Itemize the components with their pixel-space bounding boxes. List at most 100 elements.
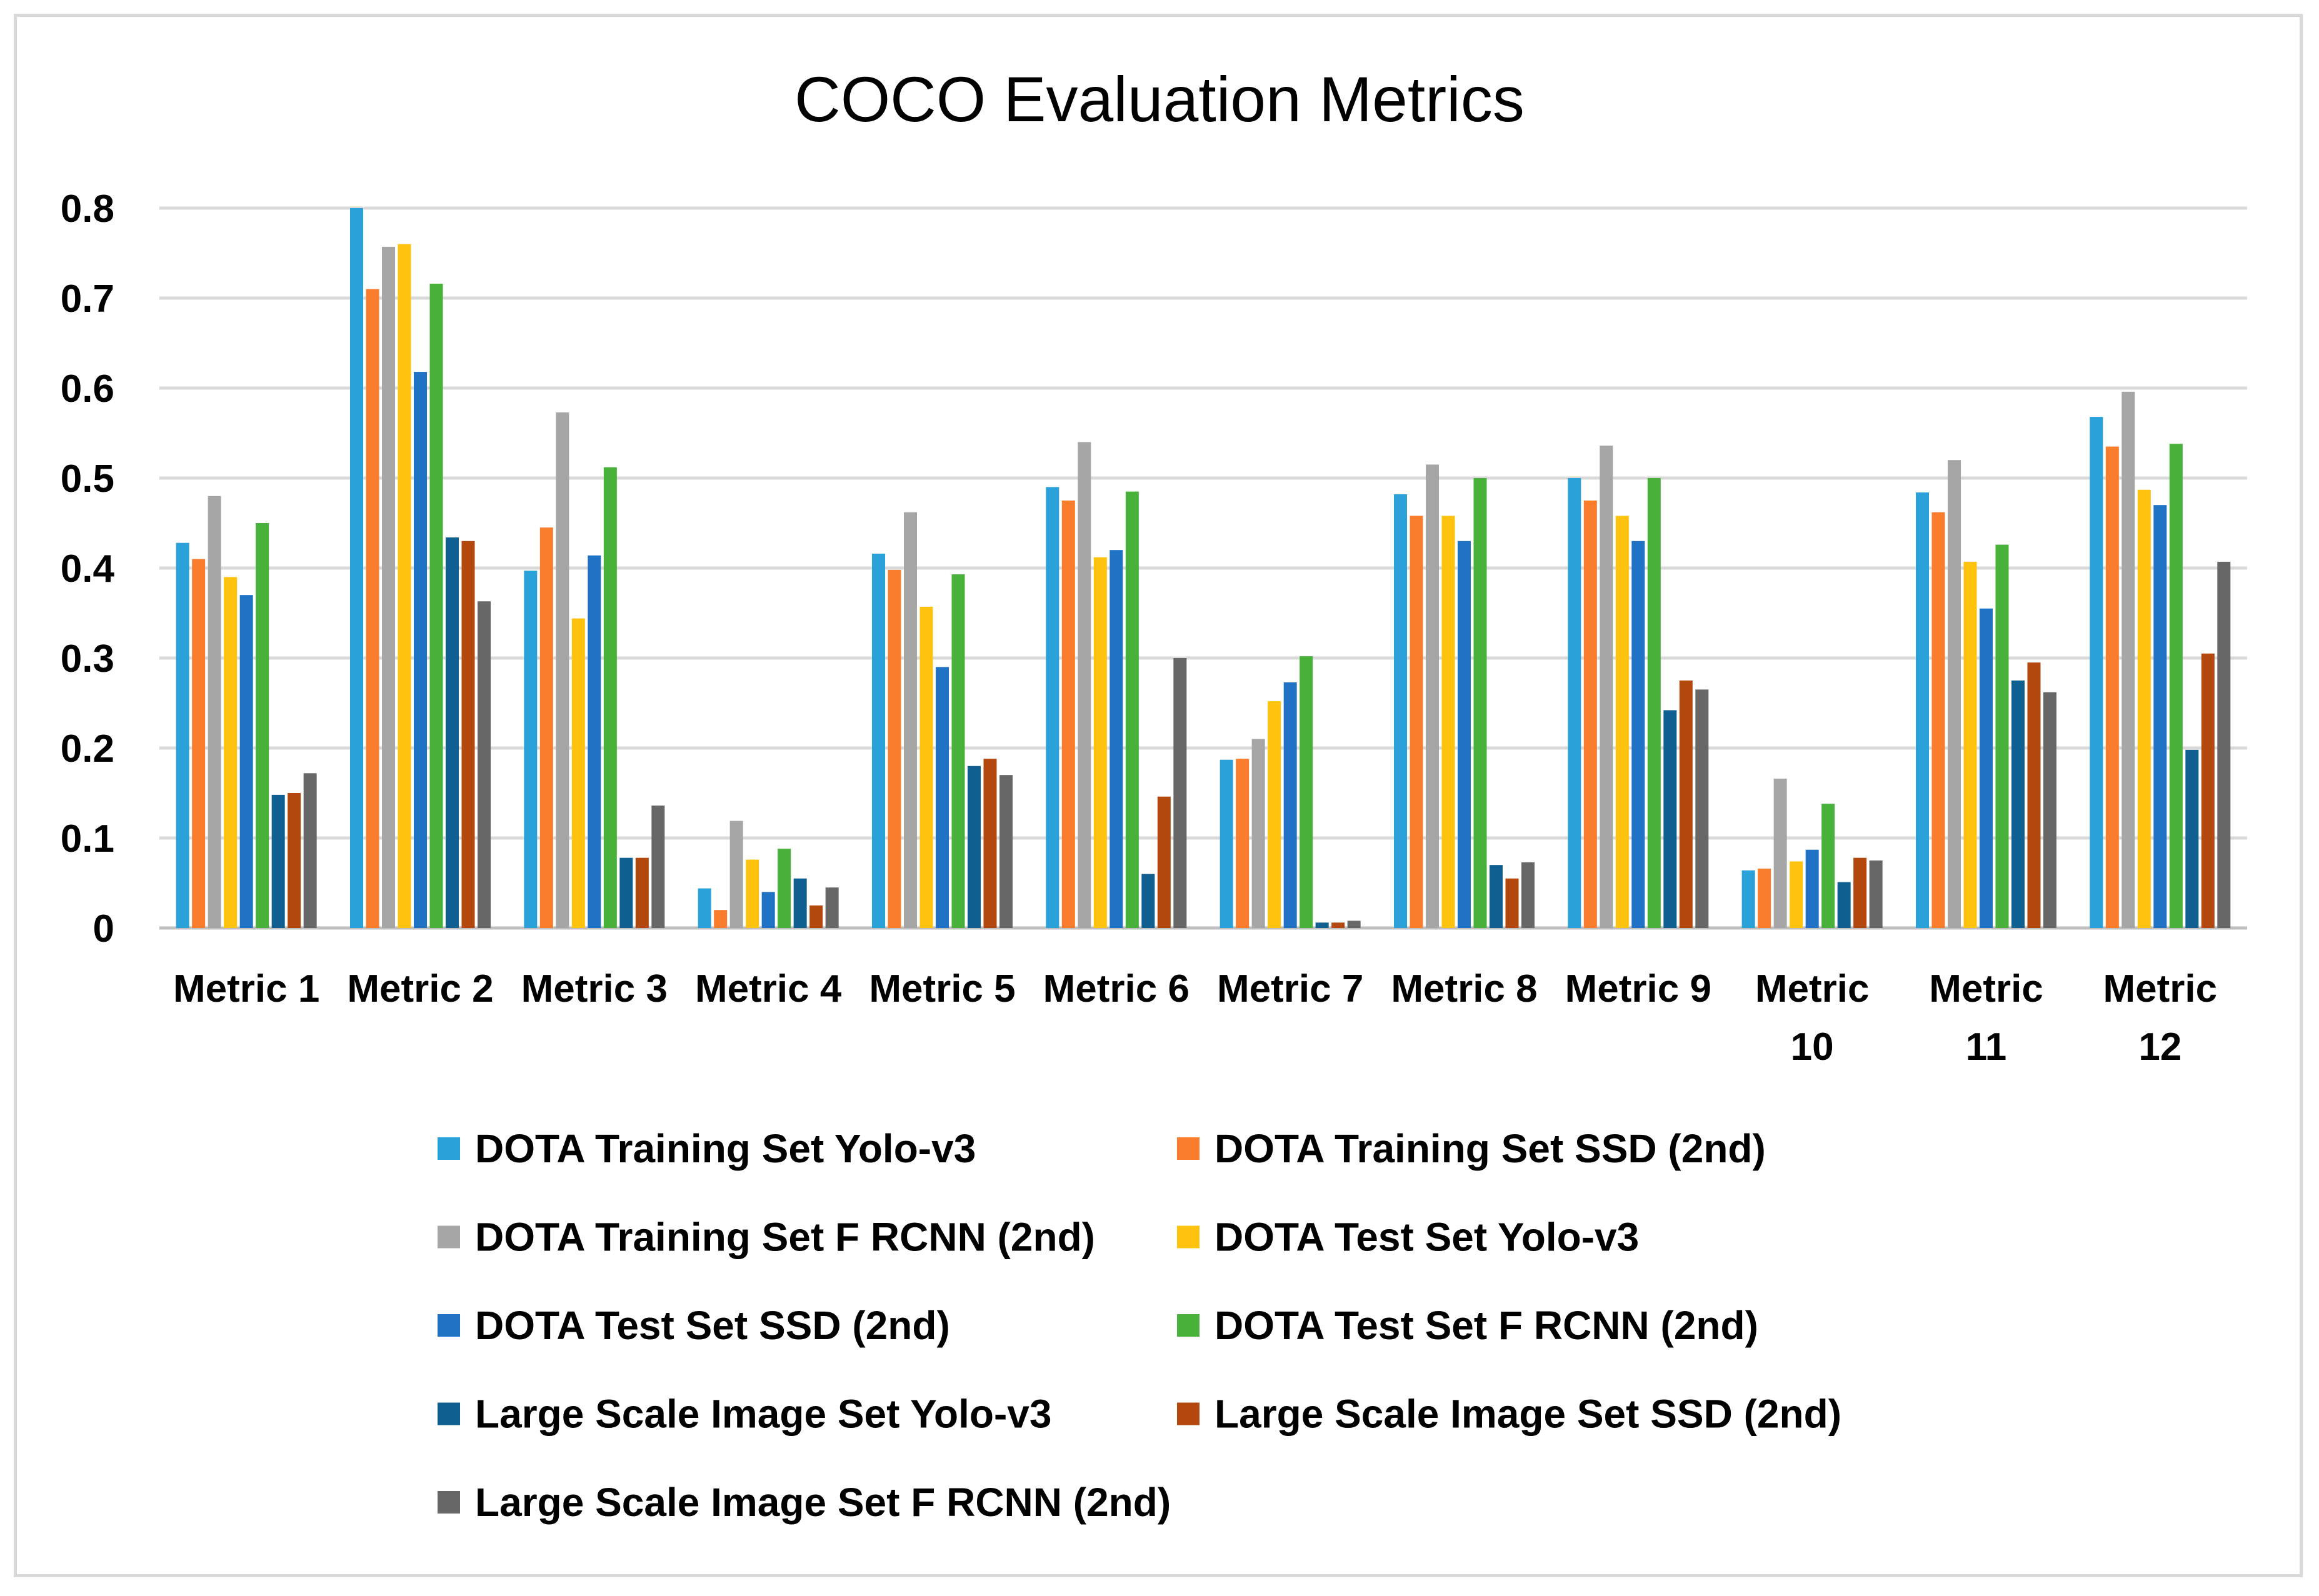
bar (1583, 501, 1597, 928)
bar (2011, 681, 2025, 928)
bar (1741, 870, 1755, 928)
legend-label: DOTA Training Set Yolo-v3 (475, 1126, 976, 1171)
bar (1821, 804, 1835, 928)
bar (761, 892, 775, 928)
legend-swatch (438, 1225, 460, 1249)
bar (1157, 796, 1171, 928)
legend-item: DOTA Training Set Yolo-v3 (438, 1126, 976, 1171)
bar (2169, 444, 2183, 928)
legend-swatch (1177, 1137, 1200, 1160)
bar (1758, 868, 1771, 928)
bar (936, 667, 949, 928)
bar (1521, 862, 1535, 928)
bar (698, 888, 711, 928)
legend-item: Large Scale Image Set Yolo-v3 (438, 1392, 1051, 1437)
bar (1268, 701, 1281, 928)
bar (1948, 460, 1961, 928)
bar (1300, 656, 1313, 928)
bar (1931, 512, 1945, 928)
bar (778, 849, 791, 928)
bars (176, 208, 2231, 929)
legend-swatch (438, 1137, 460, 1160)
bar (398, 244, 411, 929)
bar (208, 496, 221, 928)
bar (904, 512, 917, 928)
bar (919, 606, 933, 928)
bar (192, 559, 206, 928)
bar (825, 887, 839, 928)
legend-swatch (438, 1402, 460, 1425)
legend-item: Large Scale Image Set F RCNN (2nd) (438, 1480, 1171, 1525)
legend-label: Large Scale Image Set Yolo-v3 (475, 1392, 1051, 1437)
bar (1505, 878, 1519, 928)
x-category-label: Metric 1 (173, 967, 319, 1010)
legend-swatch (1177, 1225, 1200, 1249)
bar (951, 574, 965, 928)
bar (2121, 391, 2135, 928)
bar (461, 541, 475, 928)
bar (288, 793, 301, 928)
y-axis-ticks: 0 0.1 0.2 0.3 0.4 0.5 0.6 0.7 0.8 (61, 187, 115, 950)
bar (999, 775, 1013, 928)
y-tick-label: 0.1 (61, 817, 114, 860)
y-tick-label: 0.8 (61, 187, 114, 231)
bar (1061, 501, 1075, 928)
bar (1695, 689, 1709, 928)
y-tick-label: 0.6 (61, 367, 114, 411)
bar (1490, 865, 1503, 928)
legend-item: Large Scale Image Set SSD (2nd) (1177, 1392, 1841, 1437)
bar (2201, 653, 2215, 928)
bar (1394, 494, 1407, 928)
bar (382, 246, 395, 928)
y-tick-label: 0.5 (61, 457, 114, 501)
legend-label: Large Scale Image Set F RCNN (2nd) (475, 1480, 1171, 1525)
bar (1963, 561, 1977, 928)
legend-label: DOTA Test Set F RCNN (2nd) (1215, 1303, 1758, 1348)
y-tick-label: 0.4 (61, 547, 115, 591)
legend-swatch (438, 1491, 460, 1514)
x-category-label: Metric 2 (347, 967, 493, 1010)
legend-item: DOTA Training Set F RCNN (2nd) (438, 1215, 1095, 1260)
x-category-label: Metric 11 (1929, 967, 2043, 1069)
legend-item: DOTA Test Set Yolo-v3 (1177, 1215, 1639, 1260)
bar (2027, 662, 2041, 928)
bar (1109, 550, 1123, 928)
bar (2137, 489, 2151, 928)
legend-label: DOTA Training Set SSD (2nd) (1215, 1126, 1766, 1171)
bar (224, 577, 238, 928)
bar (478, 601, 491, 928)
bar (1410, 516, 1423, 928)
bar (1283, 682, 1297, 928)
x-axis-categories: Metric 1 Metric 2 Metric 3 Metric 4 Metric 5… (173, 967, 2217, 1069)
bar (2217, 561, 2231, 928)
bar (1347, 920, 1361, 928)
bar (809, 905, 823, 928)
bar (588, 555, 601, 928)
bar (729, 820, 743, 928)
x-category-label: Metric 12 (2103, 967, 2218, 1069)
bar (1093, 557, 1107, 928)
bar (571, 618, 585, 928)
bar (446, 537, 459, 928)
bar (1251, 739, 1265, 928)
legend-item: DOTA Training Set SSD (2nd) (1177, 1126, 1766, 1171)
bar (556, 412, 569, 928)
bar (1173, 658, 1187, 928)
bar (539, 527, 553, 928)
legend-label: DOTA Test Set Yolo-v3 (1215, 1215, 1639, 1260)
y-tick-label: 0.7 (61, 277, 114, 321)
legend-label: Large Scale Image Set SSD (2nd) (1215, 1392, 1841, 1437)
bar (239, 595, 253, 928)
legend-label: DOTA Training Set F RCNN (2nd) (475, 1215, 1095, 1260)
legend-item: DOTA Test Set SSD (2nd) (438, 1303, 950, 1348)
bar (619, 857, 633, 928)
bar (429, 283, 443, 929)
y-tick-label: 0.2 (61, 727, 114, 771)
bar (2043, 692, 2056, 928)
bar (983, 759, 997, 928)
bar (2105, 446, 2119, 928)
bar (1078, 442, 1091, 928)
bar (746, 859, 759, 928)
bar (968, 766, 981, 928)
